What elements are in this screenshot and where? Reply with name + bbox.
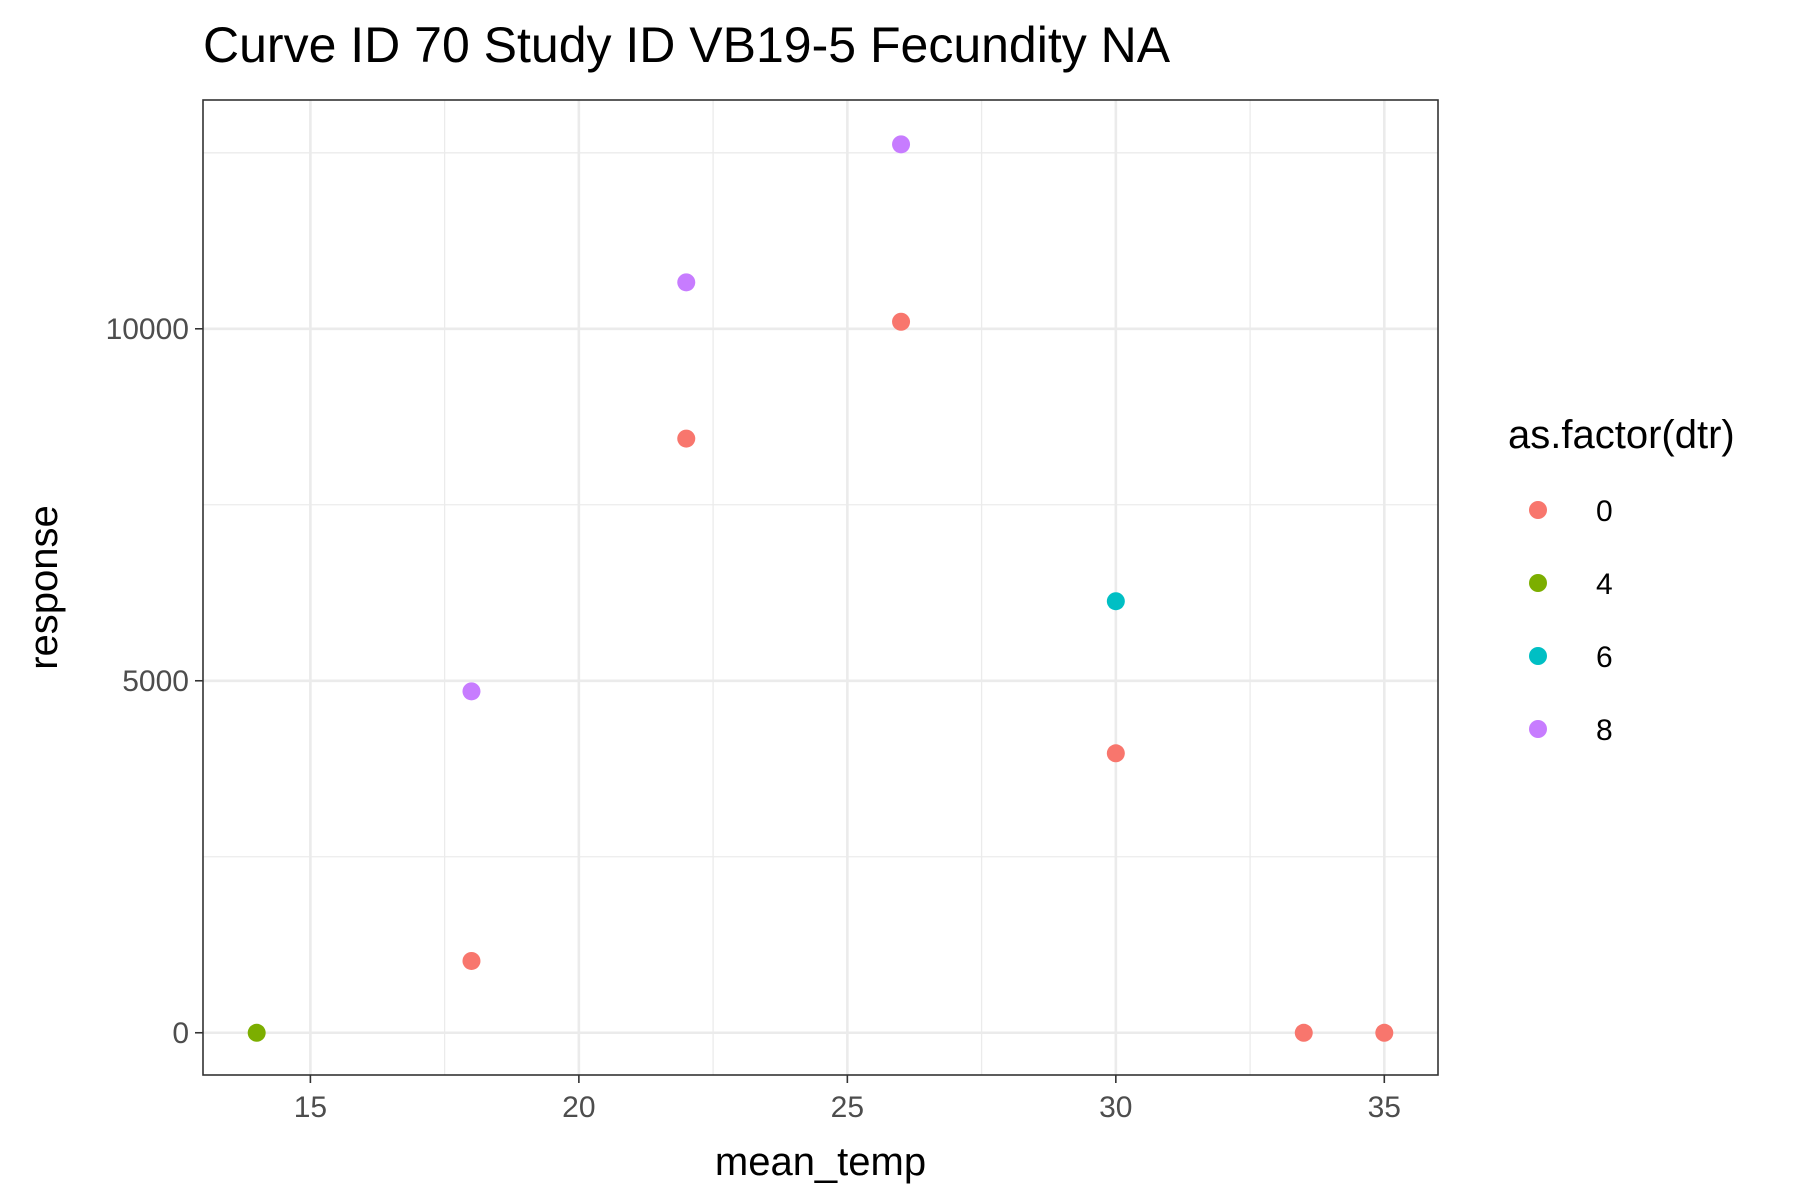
plot-panel xyxy=(203,100,1438,1075)
data-point xyxy=(1106,744,1125,763)
chart-title: Curve ID 70 Study ID VB19-5 Fecundity NA xyxy=(203,17,1171,73)
legend-key xyxy=(1529,647,1547,665)
data-point xyxy=(462,682,481,701)
legend-key xyxy=(1529,720,1547,738)
x-tick-label: 35 xyxy=(1368,1091,1401,1124)
x-tick-label: 25 xyxy=(831,1091,864,1124)
data-point xyxy=(677,429,696,448)
data-point xyxy=(1375,1023,1394,1042)
legend-label: 4 xyxy=(1596,568,1613,601)
data-point xyxy=(247,1023,266,1042)
x-tick-label: 20 xyxy=(562,1091,595,1124)
data-point xyxy=(892,312,911,331)
y-axis: 0 5000 10000 xyxy=(106,313,203,1050)
data-point xyxy=(1106,592,1125,611)
legend-title: as.factor(dtr) xyxy=(1508,413,1735,457)
y-axis-title: response xyxy=(22,505,66,670)
y-tick-label: 10000 xyxy=(106,313,189,346)
legend-key xyxy=(1529,501,1547,519)
x-tick-label: 15 xyxy=(294,1091,327,1124)
legend-label: 0 xyxy=(1596,495,1613,528)
legend-key xyxy=(1529,574,1547,592)
legend: as.factor(dtr) 0 4 6 8 xyxy=(1508,413,1735,747)
y-tick-label: 5000 xyxy=(122,665,189,698)
data-point xyxy=(462,951,481,970)
x-tick-label: 30 xyxy=(1099,1091,1132,1124)
data-points xyxy=(247,135,1394,1042)
legend-label: 8 xyxy=(1596,714,1613,747)
x-axis-title: mean_temp xyxy=(715,1140,926,1184)
panel-border xyxy=(202,99,1439,1076)
data-point xyxy=(1294,1023,1313,1042)
legend-label: 6 xyxy=(1596,641,1613,674)
data-point xyxy=(677,273,696,292)
grid-lines xyxy=(203,100,1438,1075)
data-point xyxy=(892,135,911,154)
legend-entries: 0 4 6 8 xyxy=(1529,495,1613,747)
y-tick-label: 0 xyxy=(172,1017,189,1050)
x-axis: 15 20 25 30 35 xyxy=(294,1075,1401,1124)
